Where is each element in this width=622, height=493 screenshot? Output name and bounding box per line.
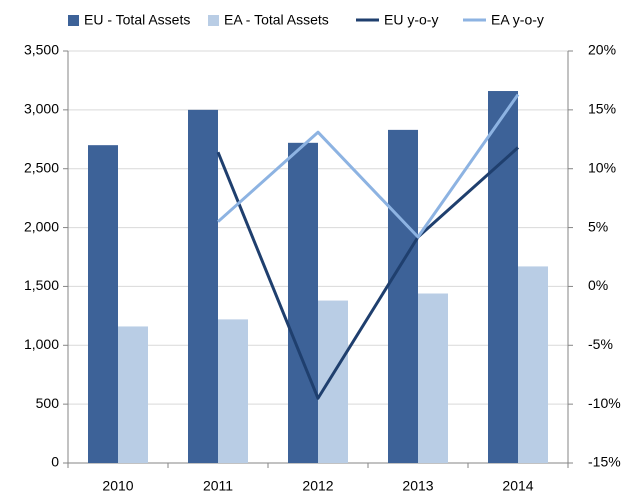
bar (318, 300, 348, 463)
y-tick-label: 0 (51, 454, 59, 470)
x-tick-label: 2013 (402, 478, 433, 493)
bar (518, 266, 548, 463)
y2-tick-label: -10% (588, 395, 621, 411)
y2-tick-label: -15% (588, 454, 621, 470)
y-tick-label: 2,000 (24, 218, 59, 234)
bar (388, 129, 418, 463)
y2-tick-label: 5% (588, 218, 608, 234)
y-tick-label: 500 (36, 395, 60, 411)
y2-tick-label: 15% (588, 101, 616, 117)
bar (218, 319, 248, 463)
legend-label: EU y-o-y (384, 12, 438, 28)
x-tick-label: 2011 (203, 478, 233, 493)
y-tick-label: 1,000 (24, 336, 59, 352)
legend-label: EA - Total Assets (224, 12, 329, 28)
bar (418, 293, 448, 463)
x-tick-label: 2012 (302, 478, 333, 493)
x-tick-label: 2010 (102, 478, 133, 493)
bar (188, 109, 218, 463)
y2-tick-label: 20% (588, 42, 616, 58)
bar (288, 142, 318, 463)
y-tick-label: 3,000 (24, 101, 59, 117)
bar (88, 145, 118, 463)
y2-tick-label: 0% (588, 277, 608, 293)
legend-swatch (208, 15, 219, 26)
y-tick-label: 3,500 (24, 42, 59, 58)
line (216, 93, 520, 239)
x-tick-label: 2014 (502, 478, 533, 493)
line (216, 146, 520, 400)
legend-label: EU - Total Assets (84, 12, 190, 28)
y-tick-label: 1,500 (24, 277, 59, 293)
bar (488, 91, 518, 463)
y2-tick-label: 10% (588, 159, 616, 175)
y-tick-label: 2,500 (24, 159, 59, 175)
bar (118, 326, 148, 463)
legend-swatch (68, 15, 79, 26)
y2-tick-label: -5% (588, 336, 613, 352)
legend-label: EA y-o-y (491, 12, 544, 28)
